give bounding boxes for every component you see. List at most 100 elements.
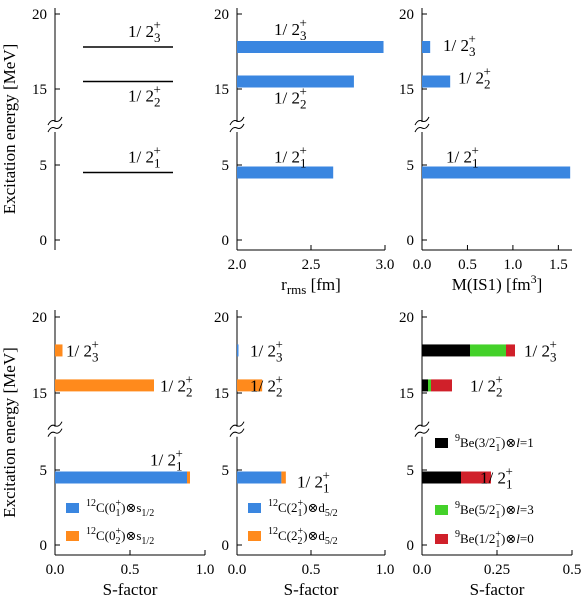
bottom-middle-level-label: 1/ 21+ xyxy=(297,468,330,496)
bottom-left-x-axis-title: S-factor xyxy=(103,580,158,599)
top-right-level-label: 1/ 22+ xyxy=(458,64,491,92)
top-right-level-label: 1/ 21+ xyxy=(446,143,479,171)
bottom-right-y-tick-label: 20 xyxy=(399,310,414,326)
bottom-left-legend-label-0: 12C(01+)⊗s1/2 xyxy=(86,498,154,519)
top-left-y-tick-label: 5 xyxy=(40,158,48,174)
top-right-axis-break-mark xyxy=(414,116,430,133)
bottom-right-x-tick-label: 0.25 xyxy=(484,562,510,578)
bottom-right-x-axis-title: S-factor xyxy=(470,580,525,599)
top-middle-x-tick-label: 2.0 xyxy=(228,257,247,273)
bottom-right-bar-l1-s2 xyxy=(461,471,491,484)
top-left-level-label: 1/ 23+ xyxy=(128,17,161,45)
bottom-middle-bar-l3-s0 xyxy=(237,344,239,357)
bottom-right-x-tick-label: 0.5 xyxy=(563,562,582,578)
bottom-middle-x-tick-label: 0.5 xyxy=(302,562,321,578)
bottom-left-bar-l1-s0 xyxy=(55,471,187,484)
bottom-right-level-label: 1/ 21+ xyxy=(480,464,513,492)
bottom-middle-level-label: 1/ 22+ xyxy=(250,371,283,399)
top-right-x-tick-label: 0.5 xyxy=(458,257,477,273)
bottom-right-level-label: 1/ 22+ xyxy=(470,371,503,399)
top-right-level-label: 1/ 23+ xyxy=(443,31,476,59)
top-middle-level-label: 1/ 23+ xyxy=(274,15,307,43)
top-middle-x-tick-label: 2.5 xyxy=(302,257,321,273)
bottom-left-legend-swatch-0 xyxy=(66,503,79,513)
bottom-right-legend-swatch-1 xyxy=(435,505,448,515)
bottom-middle-legend-label-1: 12C(22+)⊗d5/2 xyxy=(268,526,338,547)
bottom-left-legend-swatch-1 xyxy=(66,531,79,541)
bottom-left-x-tick-label: 0.5 xyxy=(121,562,140,578)
top-middle-y-tick-label: 0 xyxy=(222,233,230,249)
bottom-middle-bar-l1-s0 xyxy=(237,471,282,484)
bottom-middle-y-tick-label: 20 xyxy=(214,310,229,326)
bottom-right-axis-break-mark xyxy=(414,421,430,437)
bottom-right-x-tick-label: 0.0 xyxy=(413,562,432,578)
bottom-right-bar-l3-s2 xyxy=(506,344,515,357)
bottom-right-y-tick-label: 15 xyxy=(399,386,414,402)
bottom-right-legend-label-2: 9Be(1/21+)⊗l=0 xyxy=(455,529,534,550)
bottom-right-y-tick-label: 5 xyxy=(407,463,415,479)
top-middle-y-tick-label: 20 xyxy=(214,7,229,23)
mis1-bar-l1 xyxy=(422,166,571,179)
top-left-y-tick-label: 0 xyxy=(40,233,48,249)
bottom-left-level-label: 1/ 23+ xyxy=(66,336,99,364)
bottom-right-legend-swatch-2 xyxy=(435,534,448,544)
top-middle-x-tick-label: 3.0 xyxy=(376,257,395,273)
top-right-y-tick-label: 15 xyxy=(399,82,414,98)
bottom-left-bar-l3-s1 xyxy=(55,344,63,357)
top-middle-y-tick-label: 15 xyxy=(214,82,229,98)
bottom-middle-legend-swatch-1 xyxy=(248,531,261,541)
bottom-right-legend-swatch-0 xyxy=(435,438,448,448)
bottom-right-bar-l2-s0 xyxy=(422,379,428,392)
top-left-level-label: 1/ 22+ xyxy=(128,82,161,110)
top-right-x-tick-label: 1.5 xyxy=(549,257,568,273)
bottom-right-legend-label-0: 9Be(3/21−)⊗l=1 xyxy=(455,433,534,454)
bottom-left-legend-label-1: 12C(02+)⊗s1/2 xyxy=(86,526,154,547)
bottom-left-x-tick-label: 0.0 xyxy=(46,562,65,578)
bottom-middle-y-tick-label: 15 xyxy=(214,386,229,402)
bottom-right-bar-l2-s2 xyxy=(431,379,452,392)
bottom-middle-x-axis-title: S-factor xyxy=(284,580,339,599)
bottom-left-axis-break-mark xyxy=(47,421,63,437)
top-left-y-tick-label: 20 xyxy=(32,7,47,23)
top-middle-y-tick-label: 5 xyxy=(222,158,230,174)
rrms-bar-l3 xyxy=(237,41,384,53)
bottom-left-level-label: 1/ 22+ xyxy=(160,371,193,399)
top-right-y-tick-label: 5 xyxy=(407,158,415,174)
bottom-left-y-tick-label: 0 xyxy=(40,538,48,554)
y-axis-title: Excitation energy [MeV] xyxy=(0,347,19,518)
top-left-axis-break-mark xyxy=(47,116,63,133)
top-right-y-tick-label: 0 xyxy=(407,233,415,249)
rrms-axis-title: rrms [fm] xyxy=(281,275,341,297)
bottom-left-x-tick-label: 1.0 xyxy=(196,562,215,578)
bottom-middle-legend-swatch-0 xyxy=(248,503,261,513)
bottom-middle-axis-break-mark xyxy=(229,421,245,437)
bottom-right-bar-l1-s0 xyxy=(422,471,461,484)
bottom-middle-x-tick-label: 1.0 xyxy=(376,562,395,578)
top-middle-level-label: 1/ 22+ xyxy=(274,84,307,112)
mis1-axis-title: M(IS1) [fm3] xyxy=(452,272,543,294)
bottom-right-y-tick-label: 0 xyxy=(407,538,415,554)
bottom-left-level-label: 1/ 21+ xyxy=(150,446,183,474)
top-left-level-label: 1/ 21+ xyxy=(128,143,161,171)
bottom-left-bar-l2-s1 xyxy=(55,379,154,392)
bottom-right-bar-l3-s1 xyxy=(470,344,506,357)
bottom-right-level-label: 1/ 23+ xyxy=(524,336,557,364)
bottom-right-bar-l2-s1 xyxy=(428,379,431,392)
top-right-x-tick-label: 1.0 xyxy=(504,257,523,273)
bottom-right-bar-l3-s0 xyxy=(422,344,470,357)
bottom-middle-legend-label-0: 12C(21+)⊗d5/2 xyxy=(268,498,338,519)
bottom-middle-bar-l2-s1 xyxy=(237,379,263,392)
bottom-middle-level-label: 1/ 23+ xyxy=(250,336,283,364)
top-left-y-tick-label: 15 xyxy=(32,82,47,98)
bottom-middle-x-tick-label: 0.0 xyxy=(228,562,247,578)
bottom-middle-y-tick-label: 0 xyxy=(222,538,230,554)
bottom-left-bar-l1-s1 xyxy=(187,471,190,484)
rrms-bar-l2 xyxy=(237,75,354,88)
bottom-middle-bar-l1-s1 xyxy=(281,471,286,484)
bottom-left-y-tick-label: 20 xyxy=(32,310,47,326)
top-middle-level-label: 1/ 21+ xyxy=(274,143,307,171)
bottom-middle-y-tick-label: 5 xyxy=(222,463,230,479)
top-right-y-tick-label: 20 xyxy=(399,7,414,23)
bottom-right-legend-label-1: 9Be(5/21−)⊗l=3 xyxy=(455,500,534,521)
